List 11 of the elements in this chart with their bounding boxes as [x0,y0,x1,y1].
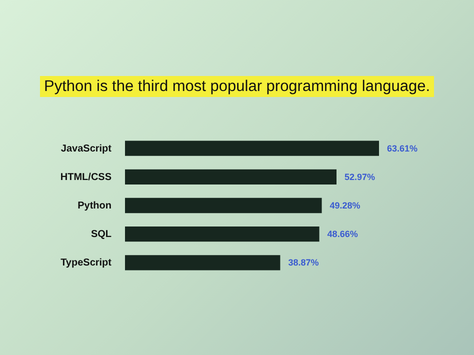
data-label: 38.87% [288,258,319,268]
y-tick-label: TypeScript [60,258,112,269]
y-tick-label: SQL [90,229,112,240]
data-label: 49.28% [330,200,360,210]
data-label: 52.97% [344,172,376,182]
y-tick-label: Python [78,200,112,212]
data-label: 63.61% [387,143,418,154]
y-tick-label: HTML/CSS [60,172,112,183]
chart-title: Python is the third most popular programming language. [40,76,434,97]
y-tick-label: JavaScript [60,143,112,154]
data-label: 48.66% [327,229,358,240]
